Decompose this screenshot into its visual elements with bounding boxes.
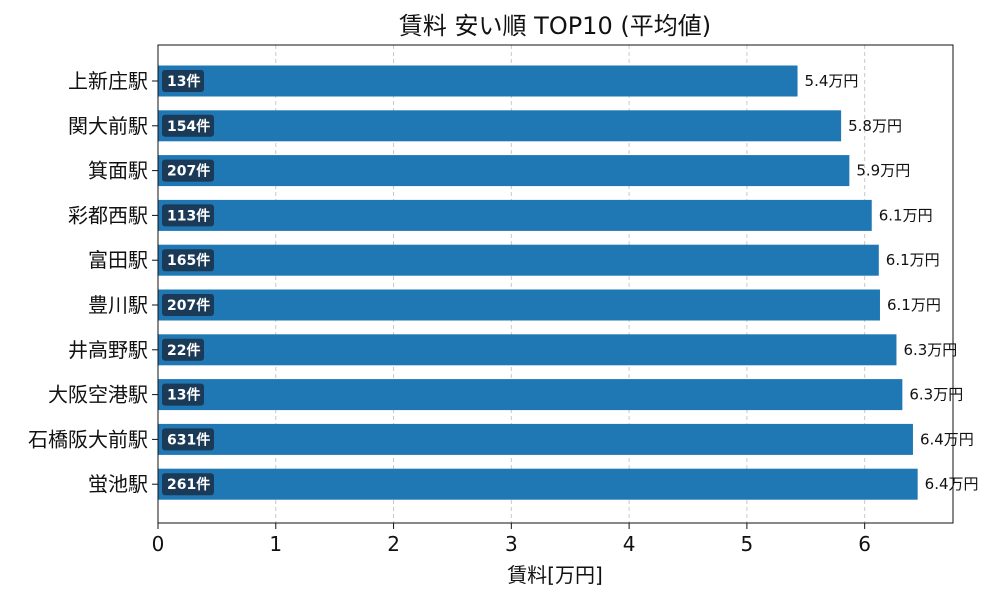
- value-label: 6.4万円: [920, 430, 974, 448]
- bar-row: 井高野駅 22件 6.3万円: [68, 334, 957, 366]
- category-label: 蛍池駅: [88, 472, 148, 496]
- category-label: 豊川駅: [88, 293, 148, 317]
- count-badge: [162, 428, 214, 451]
- count-label: 154件: [167, 118, 210, 135]
- count-badge: [162, 338, 204, 361]
- category-label: 関大前駅: [68, 114, 148, 138]
- count-badge: [162, 294, 214, 316]
- value-label: 6.4万円: [925, 475, 979, 493]
- count-badge: [162, 249, 214, 272]
- bar: [158, 334, 897, 366]
- count-badge: [162, 70, 204, 92]
- bar: [158, 244, 879, 276]
- count-badge: [162, 159, 214, 182]
- bar-row: 蛍池駅 261件 6.4万円: [88, 468, 979, 500]
- bar-row: 大阪空港駅 13件 6.3万円: [48, 379, 963, 411]
- x-tick-label: 5: [741, 532, 754, 556]
- bar: [158, 155, 850, 187]
- plot-frame: [157, 44, 954, 524]
- category-label: 井高野駅: [68, 338, 148, 362]
- value-label: 6.1万円: [886, 251, 940, 269]
- category-label: 富田駅: [88, 248, 148, 272]
- count-label: 22件: [167, 342, 200, 359]
- category-label: 上新庄駅: [68, 69, 148, 93]
- count-label: 261件: [167, 476, 210, 493]
- count-label: 631件: [167, 431, 210, 448]
- count-label: 113件: [167, 207, 210, 224]
- bar: [158, 199, 872, 231]
- bar-row: 彩都西駅 113件 6.1万円: [68, 199, 933, 231]
- count-label: 165件: [167, 252, 210, 269]
- chart-title: 賃料 安い順 TOP10 (平均値): [399, 12, 711, 40]
- x-ticks: 0 1 2 3 4 5 6: [152, 523, 871, 556]
- x-tick-label: 6: [858, 532, 871, 556]
- count-badge: [162, 204, 214, 227]
- value-label: 6.3万円: [903, 341, 957, 359]
- x-tick-label: 3: [505, 532, 518, 556]
- bar: [158, 289, 880, 321]
- bar-row: 上新庄駅 13件 5.4万円: [68, 65, 859, 97]
- value-label: 5.4万円: [805, 72, 859, 90]
- value-label: 6.1万円: [879, 206, 933, 224]
- value-label: 5.8万円: [848, 117, 902, 135]
- bar-row: 石橋阪大前駅 631件 6.4万円: [28, 423, 974, 455]
- bar-row: 豊川駅 207件 6.1万円: [88, 289, 941, 321]
- count-label: 13件: [167, 387, 200, 404]
- bar: [158, 379, 903, 411]
- count-label: 207件: [167, 297, 210, 314]
- x-tick-label: 1: [269, 532, 282, 556]
- value-label: 6.3万円: [909, 386, 963, 404]
- count-badge: [162, 114, 214, 137]
- count-badge: [162, 473, 214, 496]
- x-tick-label: 2: [387, 532, 400, 556]
- count-label: 13件: [167, 73, 200, 90]
- bar-row: 箕面駅 207件 5.9万円: [88, 155, 910, 187]
- bar: [158, 65, 798, 97]
- value-label: 6.1万円: [887, 296, 941, 314]
- bar: [158, 423, 913, 455]
- x-axis-label: 賃料[万円]: [507, 563, 603, 587]
- x-tick-label: 0: [152, 532, 165, 556]
- bar: [158, 110, 842, 142]
- x-tick-label: 4: [623, 532, 636, 556]
- category-label: 箕面駅: [88, 159, 148, 183]
- category-label: 大阪空港駅: [48, 383, 148, 407]
- category-label: 石橋阪大前駅: [28, 427, 148, 451]
- category-label: 彩都西駅: [68, 203, 148, 227]
- bar: [158, 468, 918, 500]
- count-label: 207件: [167, 163, 210, 180]
- count-badge: [162, 383, 204, 406]
- value-label: 5.9万円: [856, 162, 910, 180]
- bar-row: 関大前駅 154件 5.8万円: [68, 110, 902, 142]
- bar-row: 富田駅 165件 6.1万円: [88, 244, 940, 276]
